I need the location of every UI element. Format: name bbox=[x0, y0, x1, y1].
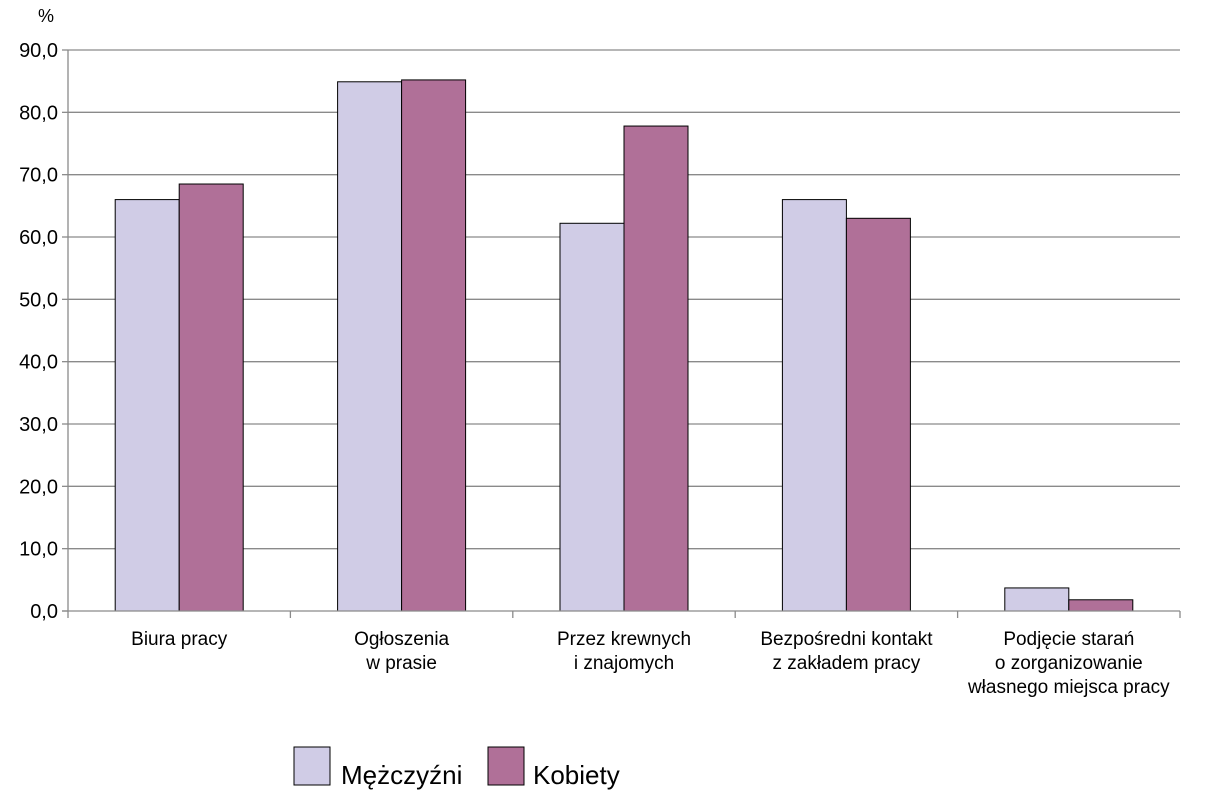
y-tick-label: 60,0 bbox=[19, 227, 58, 249]
axes bbox=[62, 49, 1181, 618]
y-tick-label: 50,0 bbox=[19, 289, 58, 311]
category-label: Podjęcie starań o zorganizowanie własnego … bbox=[967, 629, 1170, 698]
y-tick-label: 30,0 bbox=[19, 414, 58, 436]
category-label: Biura pracy bbox=[131, 629, 228, 650]
bar-men-5 bbox=[1004, 587, 1070, 612]
y-tick-label: 70,0 bbox=[19, 165, 58, 187]
bar-men-3 bbox=[559, 222, 625, 612]
legend-label-women: Kobiety bbox=[533, 760, 620, 790]
bar-women-5 bbox=[1068, 599, 1134, 612]
legend-label-men: Mężczyźni bbox=[341, 760, 462, 790]
y-tick-label: 40,0 bbox=[19, 352, 58, 374]
y-tick-label: 0,0 bbox=[30, 601, 58, 623]
category-label: Ogłoszenia w prasie bbox=[354, 629, 449, 674]
legend: Mężczyźni Kobiety bbox=[293, 746, 620, 790]
legend-swatch-men bbox=[293, 746, 331, 786]
bar-women-4 bbox=[845, 217, 911, 612]
y-tick-label: 90,0 bbox=[19, 40, 58, 62]
bar-men-1 bbox=[114, 199, 180, 612]
bar-men-4 bbox=[781, 199, 847, 612]
bars bbox=[114, 79, 1134, 612]
y-axis-unit-label: % bbox=[38, 6, 54, 26]
category-label: Przez krewnych i znajomych bbox=[557, 629, 691, 674]
legend-swatch-women bbox=[487, 746, 525, 786]
labels: % 0,0 10,0 20,0 30,0 40,0 50,0 60,0 70,0 80,0 90,… bbox=[19, 6, 1170, 698]
bar-men-2 bbox=[337, 81, 403, 612]
y-tick-label: 20,0 bbox=[19, 476, 58, 498]
y-tick-label: 80,0 bbox=[19, 102, 58, 124]
y-tick-label: 10,0 bbox=[19, 539, 58, 561]
bar-women-1 bbox=[178, 183, 244, 612]
bar-women-3 bbox=[623, 125, 689, 612]
category-label: Bezpośredni kontakt z zakładem pracy bbox=[760, 629, 933, 674]
bar-women-2 bbox=[401, 79, 467, 612]
